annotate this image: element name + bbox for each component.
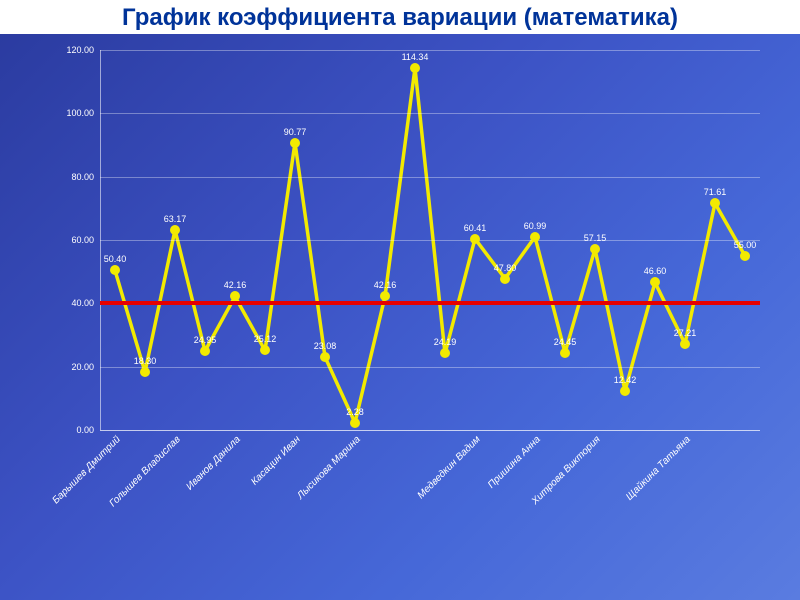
value-label: 27.21 <box>674 328 697 338</box>
data-marker <box>560 348 570 358</box>
y-tick-label: 40.00 <box>71 298 94 308</box>
series-line <box>115 68 745 423</box>
data-marker <box>140 367 150 377</box>
y-tick-label: 60.00 <box>71 235 94 245</box>
data-marker <box>230 291 240 301</box>
value-label: 55.00 <box>734 240 757 250</box>
chart-title: График коэффициента вариации (математика… <box>0 0 800 34</box>
data-marker <box>440 348 450 358</box>
x-tick-label: Щайкина Татьяна <box>624 434 693 503</box>
data-marker <box>470 234 480 244</box>
data-marker <box>680 339 690 349</box>
x-axis <box>100 430 760 431</box>
value-label: 2.28 <box>346 407 364 417</box>
x-tick-label: Лысикова Марина <box>295 434 363 502</box>
threshold-line <box>100 301 760 305</box>
y-tick-label: 20.00 <box>71 362 94 372</box>
gridline <box>100 113 760 114</box>
value-label: 57.15 <box>584 233 607 243</box>
value-label: 25.12 <box>254 334 277 344</box>
data-marker <box>110 265 120 275</box>
data-marker <box>650 277 660 287</box>
data-marker <box>410 63 420 73</box>
y-tick-label: 100.00 <box>66 108 94 118</box>
value-label: 23.08 <box>314 341 337 351</box>
y-tick-label: 80.00 <box>71 172 94 182</box>
value-label: 24.19 <box>434 337 457 347</box>
x-tick-label: Иванов Данила <box>184 434 242 492</box>
slide: График коэффициента вариации (математика… <box>0 0 800 600</box>
value-label: 24.45 <box>554 337 577 347</box>
data-marker <box>290 138 300 148</box>
value-label: 50.40 <box>104 254 127 264</box>
value-label: 60.99 <box>524 221 547 231</box>
data-marker <box>260 345 270 355</box>
value-label: 63.17 <box>164 214 187 224</box>
value-label: 47.80 <box>494 263 517 273</box>
data-marker <box>590 244 600 254</box>
x-tick-label: Пришина Анна <box>486 434 543 491</box>
value-label: 46.60 <box>644 266 667 276</box>
value-label: 18.30 <box>134 356 157 366</box>
value-label: 42.16 <box>374 280 397 290</box>
gridline <box>100 50 760 51</box>
value-label: 60.41 <box>464 223 487 233</box>
data-marker <box>350 418 360 428</box>
gridline <box>100 177 760 178</box>
y-tick-label: 120.00 <box>66 45 94 55</box>
value-label: 24.95 <box>194 335 217 345</box>
value-label: 114.34 <box>402 52 429 62</box>
data-marker <box>200 346 210 356</box>
x-tick-label: Хитрова Виктория <box>530 434 603 507</box>
data-marker <box>620 386 630 396</box>
chart-container: 0.00 20.00 40.00 60.00 80.00 100.00 120.00 50.4… <box>40 38 780 548</box>
x-tick-label: Касацин Иван <box>249 434 303 488</box>
value-label: 71.61 <box>704 187 727 197</box>
data-marker <box>320 352 330 362</box>
data-marker <box>170 225 180 235</box>
data-marker <box>500 274 510 284</box>
x-tick-label: Медведкин Вадим <box>416 434 483 501</box>
y-axis <box>100 50 101 430</box>
gridline <box>100 367 760 368</box>
gridline <box>100 240 760 241</box>
data-marker <box>380 291 390 301</box>
y-tick-label: 0.00 <box>76 425 94 435</box>
data-marker <box>710 198 720 208</box>
plot-area: 0.0020.0040.0060.0080.00100.00120.0050.4… <box>100 50 760 430</box>
value-label: 90.77 <box>284 127 307 137</box>
data-marker <box>530 232 540 242</box>
value-label: 12.42 <box>614 375 637 385</box>
data-marker <box>740 251 750 261</box>
value-label: 42.16 <box>224 280 247 290</box>
